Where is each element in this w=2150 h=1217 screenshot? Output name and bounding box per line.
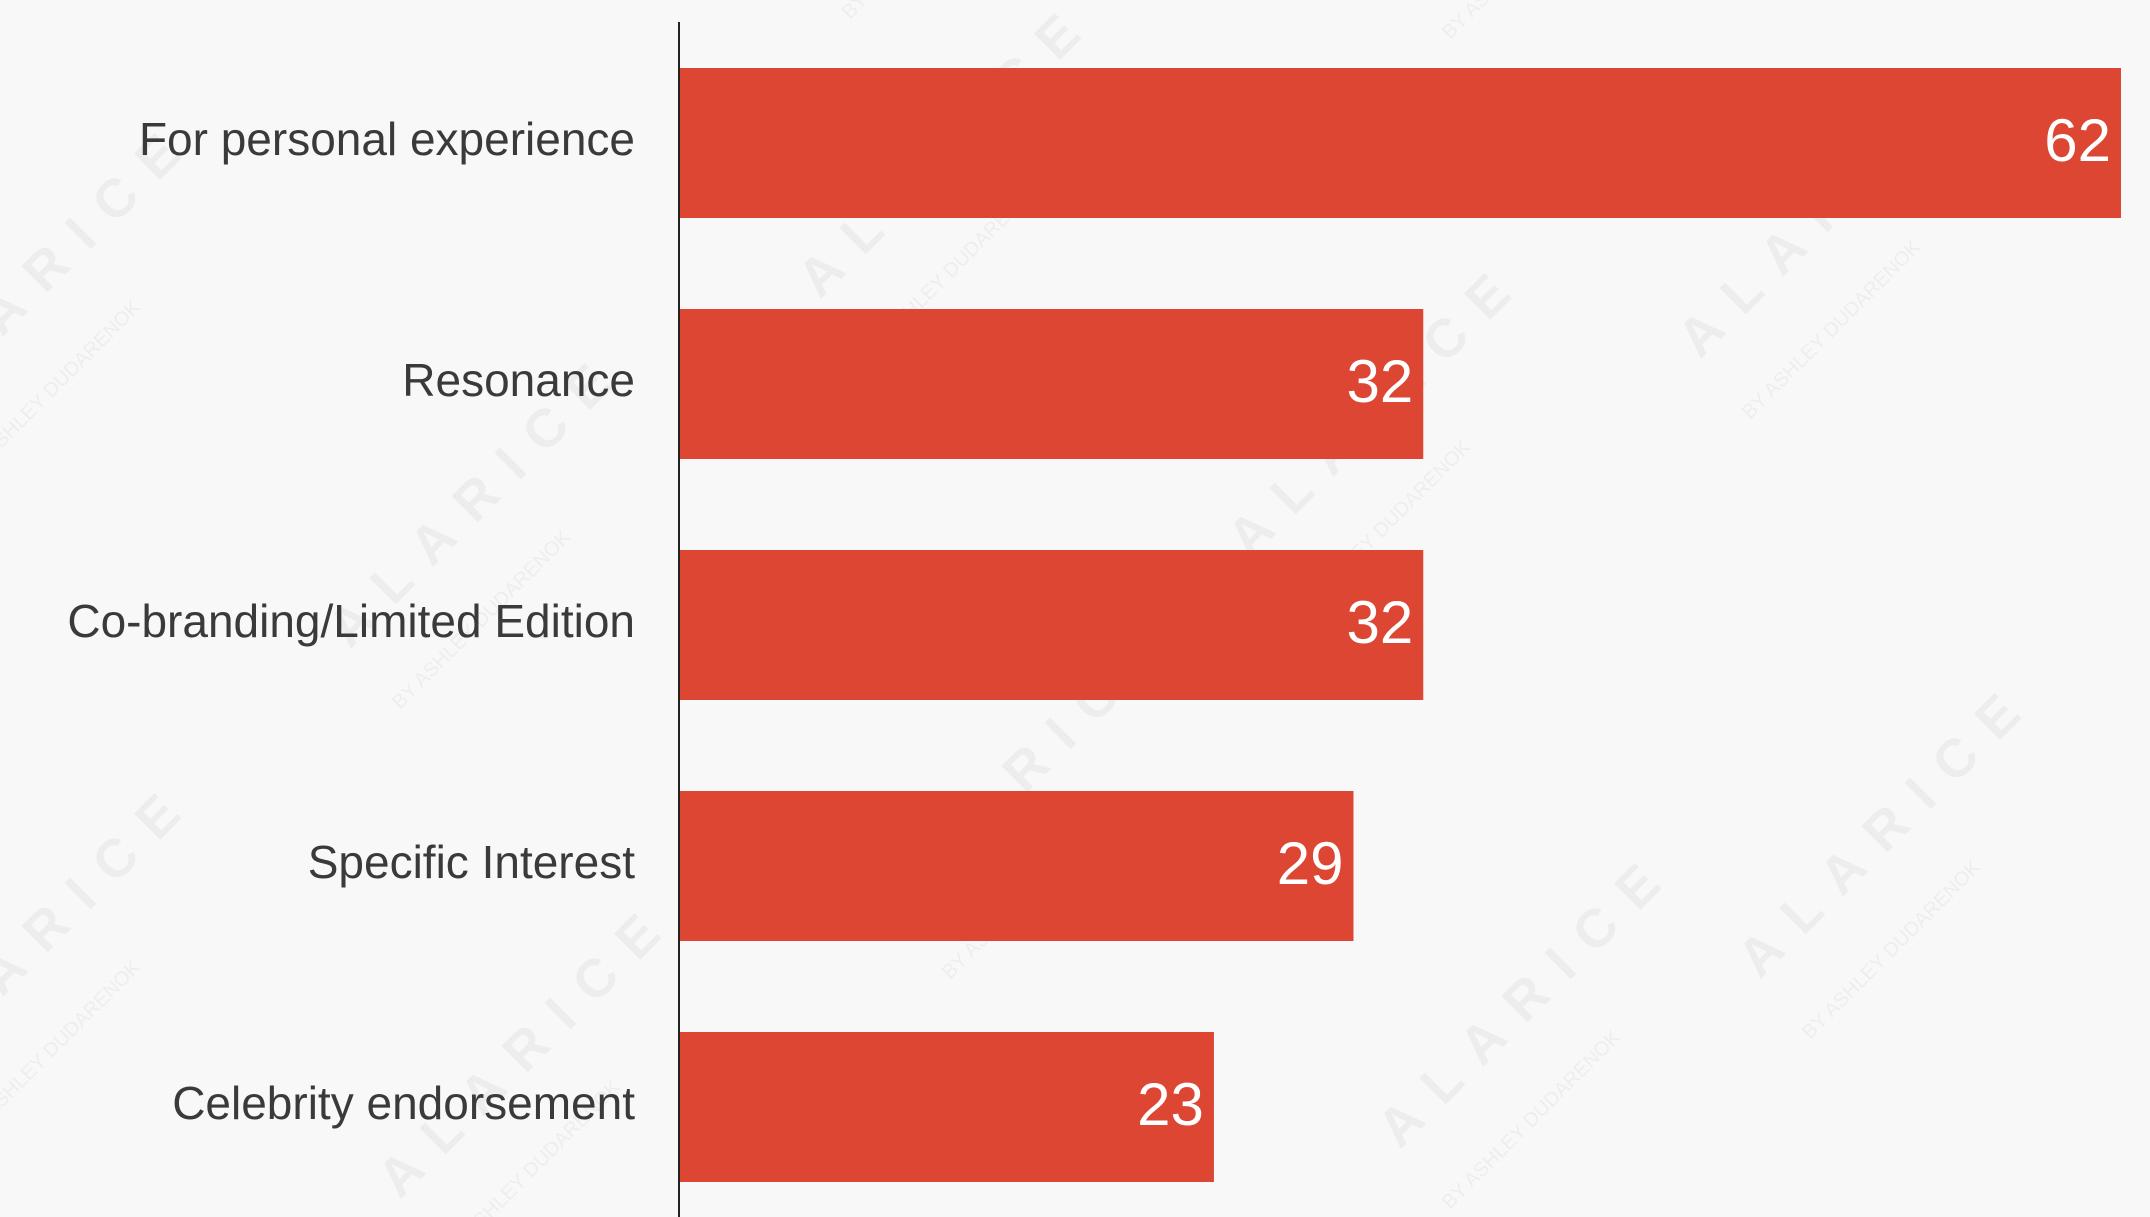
watermark-brand: ALARICE [0,767,207,1088]
category-label: Co-branding/Limited Edition [67,595,635,647]
bar [679,1032,1214,1182]
data-label: 29 [1277,830,1344,897]
category-label: Specific Interest [308,836,635,888]
category-label: For personal experience [139,113,635,165]
data-label: 62 [2044,107,2111,174]
data-label: 32 [1347,589,1414,656]
data-label: 32 [1347,348,1414,415]
value-labels: 62 32 32 29 23 [1137,107,2111,1138]
bar [679,68,2121,218]
bar [679,791,1354,941]
category-label: Resonance [402,354,635,406]
data-label: 23 [1137,1071,1204,1138]
watermark-tagline: BY ASHLEY DUDARENOK [1438,0,1626,44]
watermark-tagline: BY ASHLEY DUDARENOK [838,0,1026,24]
bar [679,550,1424,700]
category-labels: For personal experience Resonance Co-brand… [67,113,635,1129]
bars-group [679,68,2121,1182]
category-label: Celebrity endorsement [172,1077,635,1129]
bar [679,309,1424,459]
